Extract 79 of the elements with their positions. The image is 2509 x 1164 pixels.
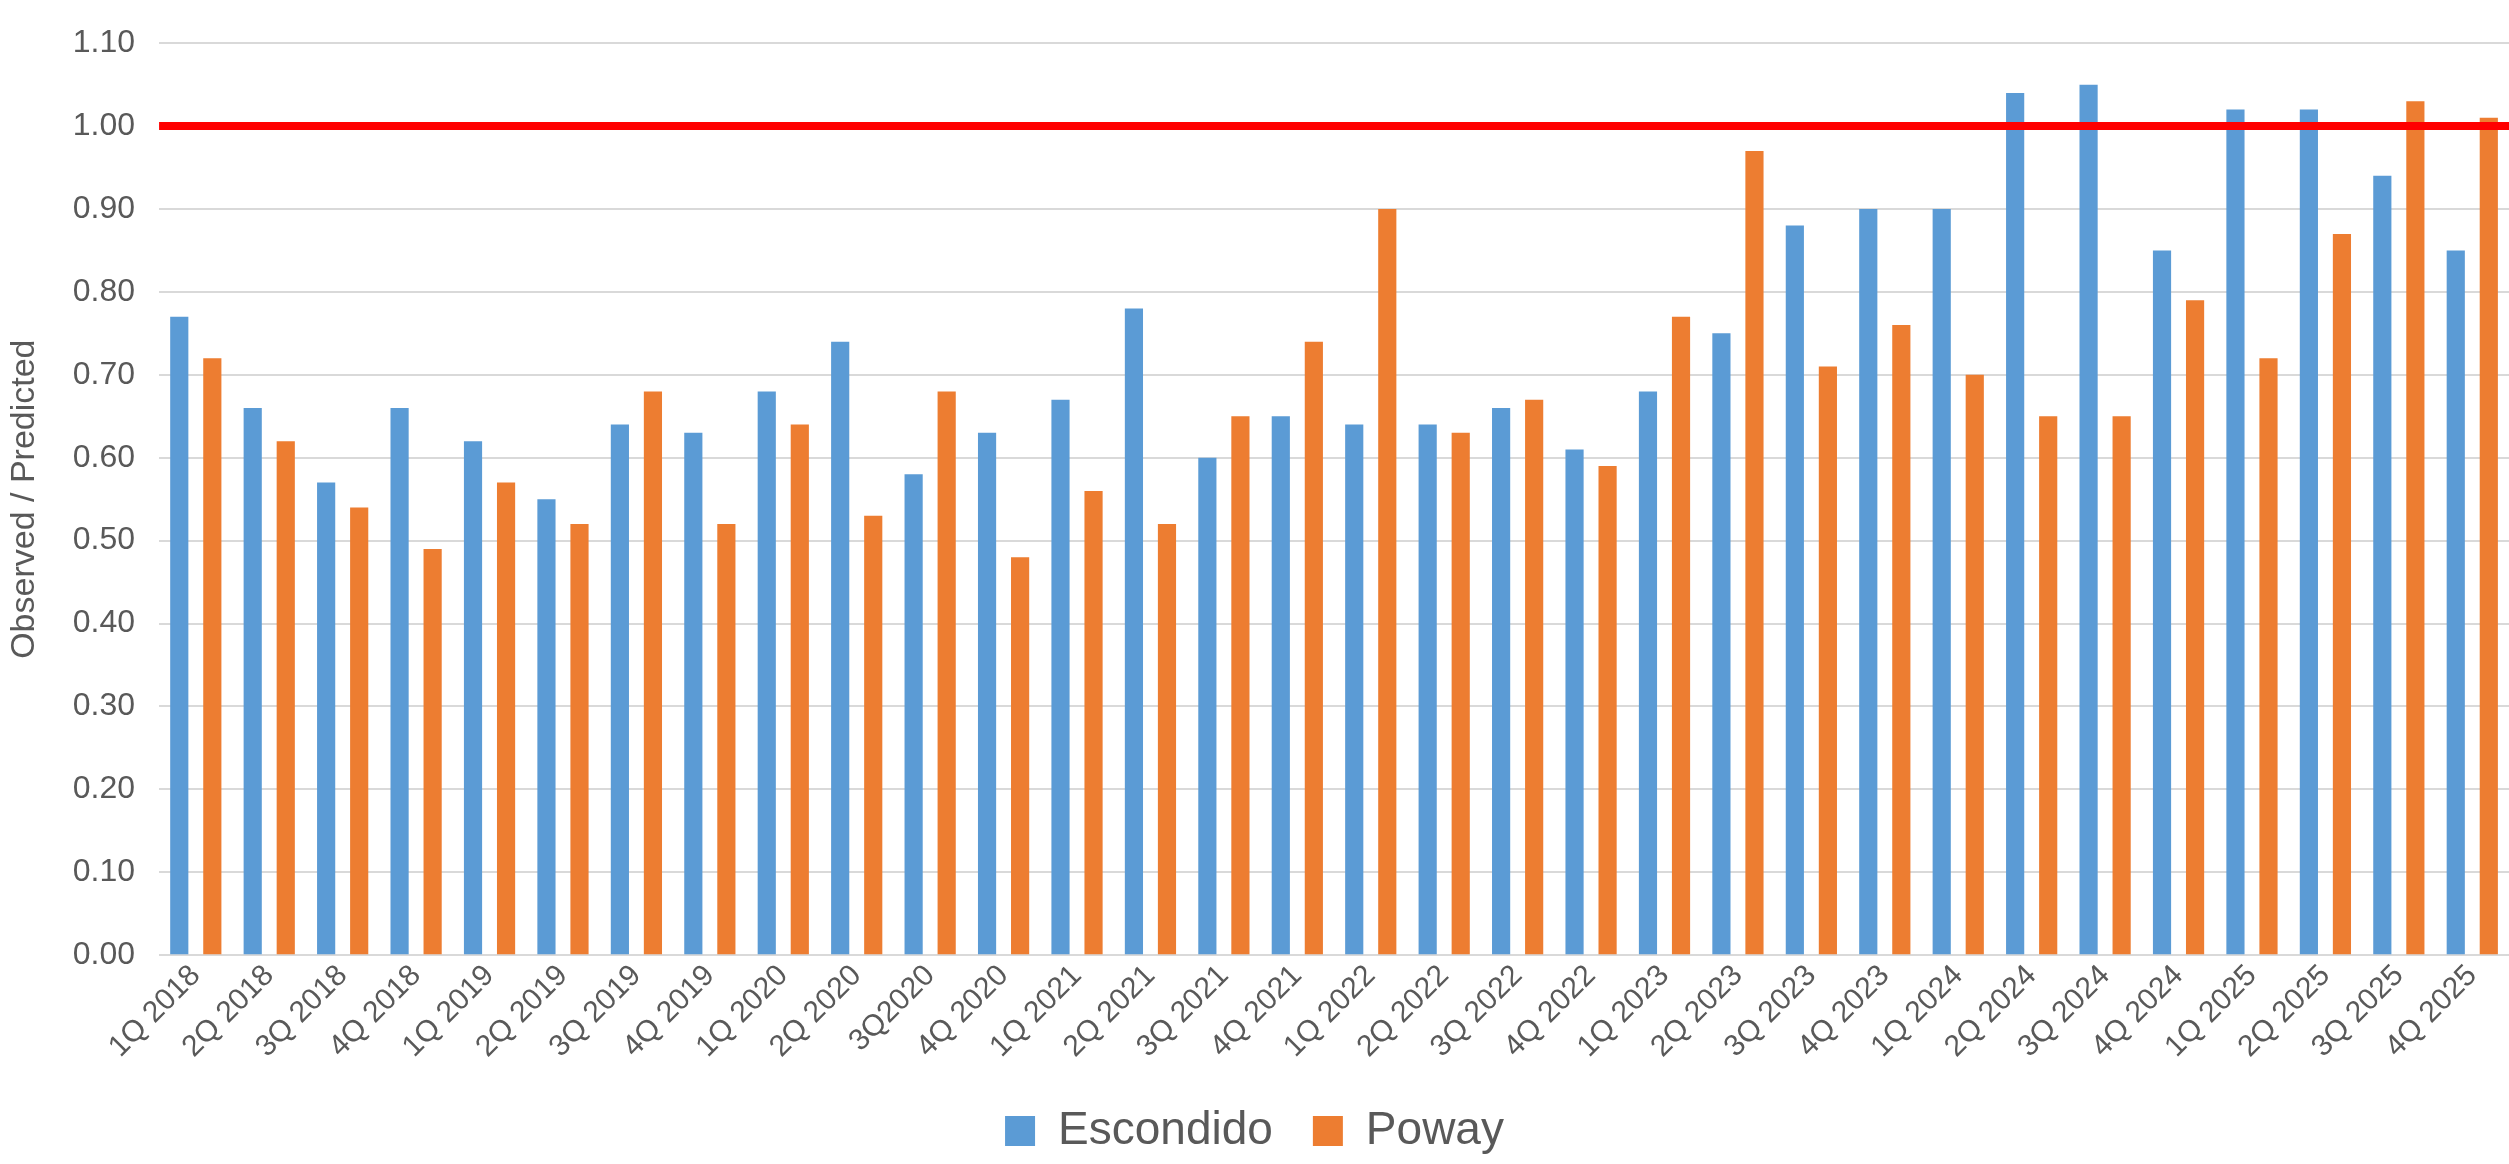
legend-label: Poway (1365, 1101, 1504, 1154)
bar (2185, 300, 2205, 955)
y-tick-label: 0.10 (72, 852, 136, 889)
y-tick-label: 0.40 (72, 603, 136, 640)
legend-label: Escondido (1058, 1101, 1273, 1154)
bar (243, 407, 262, 955)
bar (1932, 209, 1951, 955)
bar (1451, 432, 1470, 955)
bar (2259, 358, 2278, 955)
y-tick-label: 0.60 (72, 437, 136, 474)
y-tick-label: 0.50 (72, 520, 136, 557)
y-axis-title: Observed / Predicted (2, 339, 41, 659)
bar (496, 482, 516, 955)
bar (977, 432, 997, 955)
bar (1598, 466, 1617, 955)
bar (790, 424, 809, 955)
bar (864, 515, 883, 955)
bar (537, 499, 556, 955)
bar (1124, 308, 1144, 955)
bar (317, 482, 336, 955)
bar (1712, 333, 1731, 955)
bar (1638, 391, 1658, 955)
bar (2039, 416, 2058, 955)
bar (757, 391, 776, 955)
bar (570, 524, 589, 955)
bar (2152, 250, 2172, 955)
y-tick-label: 1.00 (72, 105, 136, 142)
y-tick-label: 0.70 (72, 354, 136, 391)
bar (2479, 117, 2498, 955)
bar (276, 441, 295, 955)
bar (904, 474, 923, 955)
bar (350, 507, 369, 955)
y-tick-label: 0.20 (72, 769, 136, 806)
bar (1859, 209, 1878, 955)
bar (1271, 416, 1290, 955)
y-tick-label: 0.80 (72, 271, 136, 308)
bar (1565, 449, 1584, 955)
bar (203, 358, 222, 955)
bar (2406, 101, 2425, 955)
bar (1157, 524, 1177, 955)
y-tick-label: 0.90 (72, 188, 136, 225)
bar (2299, 109, 2318, 955)
bar (1378, 209, 1397, 955)
bar (1745, 150, 1764, 955)
bar (1231, 416, 1250, 955)
bar (1418, 424, 1437, 955)
bar (1084, 490, 1103, 955)
bar (390, 407, 409, 955)
bar (1492, 407, 1511, 955)
y-tick-label: 0.00 (72, 934, 136, 971)
bar (2446, 250, 2465, 955)
bar (423, 548, 442, 955)
bar (1304, 341, 1323, 955)
bar (717, 524, 736, 955)
bar (1965, 374, 1984, 955)
bar (2373, 175, 2392, 955)
bar (1345, 424, 1364, 955)
bar (1785, 225, 1804, 955)
bar (1198, 457, 1217, 955)
bar (2112, 416, 2131, 955)
bar (937, 391, 956, 955)
bar (2006, 92, 2025, 955)
y-tick-label: 1.10 (72, 23, 136, 60)
bar (2079, 84, 2098, 955)
bar (831, 341, 850, 955)
bar (463, 441, 483, 955)
y-tick-label: 0.30 (72, 686, 136, 723)
bar (1818, 366, 1837, 955)
bar (1525, 399, 1544, 955)
bar (1051, 399, 1070, 955)
bar (1671, 316, 1691, 955)
bar (1011, 557, 1030, 955)
bar (684, 432, 703, 955)
bar (2226, 109, 2245, 955)
bar (610, 424, 629, 955)
bar (170, 316, 189, 955)
bar (643, 391, 663, 955)
bar (2332, 233, 2352, 955)
bar (1892, 325, 1911, 955)
